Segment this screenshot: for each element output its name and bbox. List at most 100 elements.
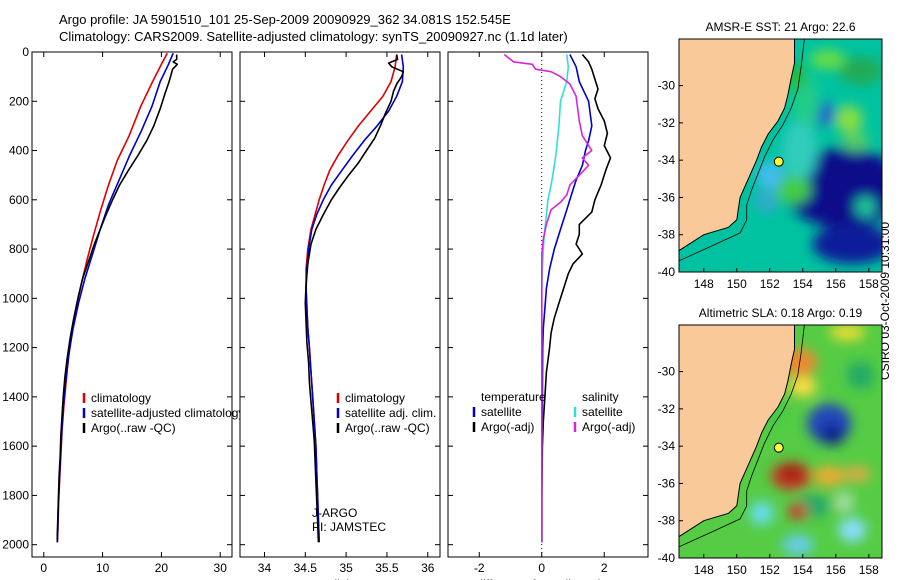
x-tick-label: 2 [601, 561, 608, 575]
x-axis-label: temperature [100, 577, 165, 580]
series-line-2 [56, 54, 179, 543]
x-tick-label: 0 [538, 561, 545, 575]
x-tick-label: 0 [40, 561, 47, 575]
map-y-tick-label: -30 [658, 79, 676, 93]
figure-title-line-1: Argo profile: JA 5901510_101 25-Sep-2009… [59, 12, 511, 27]
sla-shelf-contour [679, 325, 805, 548]
y-tick-label: 800 [9, 242, 29, 256]
sst-anomaly-9 [774, 175, 811, 204]
sal-legend-2-label: Argo(..raw -QC) [345, 421, 430, 435]
map-x-tick-label: 150 [727, 563, 747, 577]
sst-anomaly-6 [841, 131, 870, 152]
map-x-tick-label: 154 [793, 277, 813, 291]
sla-field [679, 325, 882, 558]
map-x-tick-label: 152 [760, 563, 780, 577]
sst-anomaly-3 [809, 49, 846, 70]
temp-legend-1-label: satellite-adjusted climatology [91, 406, 244, 420]
difference-panel: -2 0 2 difference from climatology temperatu… [447, 51, 649, 580]
map-x-tick-label: 158 [859, 277, 879, 291]
map-x-tick-label: 156 [826, 277, 846, 291]
map-y-tick-label: -40 [658, 265, 676, 279]
sla-anomaly-13 [846, 361, 875, 390]
series-line-2 [304, 54, 405, 543]
diff-legend-temp-satellite-label: satellite [481, 405, 522, 419]
sla-anomaly-16 [834, 492, 855, 513]
map-y-tick-label: -38 [658, 514, 676, 528]
jargo-annotation: J-ARGO [312, 506, 357, 520]
y-tick-label: 1000 [2, 291, 29, 305]
y-tick-label: 600 [9, 193, 29, 207]
sst-anomaly-2 [838, 56, 882, 85]
diff-legend-temp-argo-label: Argo(-adj) [481, 420, 534, 434]
sst-anomaly-5 [834, 105, 863, 134]
map-y-tick-label: -32 [658, 116, 676, 130]
x-tick-label: 36 [421, 561, 435, 575]
map-x-tick-label: 158 [859, 563, 879, 577]
sst-anomaly-13 [855, 196, 876, 217]
sla-anomaly-10 [781, 534, 814, 555]
x-tick-label: 35.5 [375, 561, 399, 575]
sst-map: 148 150 152 154 156 158 -30 -32 -34 -36 -38 -40 AMSR… [658, 20, 883, 291]
sla-float-marker [773, 442, 784, 453]
map-x-tick-label: 156 [826, 563, 846, 577]
map-x-tick-label: 150 [727, 277, 747, 291]
sst-float-marker [773, 156, 784, 167]
y-tick-label: 1800 [2, 488, 29, 502]
map-y-tick-label: -30 [658, 365, 676, 379]
map-y-tick-label: -36 [658, 476, 676, 490]
sst-land [679, 39, 795, 252]
x-tick-label: 30 [214, 561, 228, 575]
sla-anomaly-11 [838, 518, 867, 543]
plot-frame [447, 51, 649, 558]
sla-anomaly-3 [820, 424, 845, 445]
y-tick-label: 2000 [2, 538, 29, 552]
sst-anomaly-field [754, 49, 882, 265]
figure-title-line-2: Climatology: CARS2009. Satellite-adjuste… [59, 29, 568, 44]
sla-anomaly-6 [813, 465, 846, 486]
x-tick-label: 35 [339, 561, 353, 575]
series-line-3 [503, 53, 593, 543]
series-line-1 [541, 53, 612, 543]
sst-frame [678, 38, 883, 273]
x-axis-label: difference from climatology [476, 577, 619, 580]
map-x-tick-label: 154 [793, 563, 813, 577]
sst-anomaly-10 [755, 161, 784, 190]
sla-frame [678, 324, 883, 559]
sla-land [679, 325, 795, 538]
sst-title: AMSR-E SST: 21 Argo: 22.6 [705, 20, 855, 34]
y-tick-label: 400 [9, 144, 29, 158]
sla-title: Altimetric SLA: 0.18 Argo: 0.19 [699, 306, 863, 320]
sla-anomaly-12 [787, 503, 808, 520]
map-y-tick-label: -34 [658, 153, 676, 167]
sst-field [679, 39, 882, 272]
map-y-tick-label: -40 [658, 551, 676, 565]
plot-frame [31, 51, 233, 558]
sla-anomaly-5 [781, 464, 802, 481]
x-tick-label: 20 [155, 561, 169, 575]
plot-frame [239, 51, 441, 558]
map-x-tick-label: 148 [694, 277, 714, 291]
sst-anomaly-8 [781, 120, 818, 181]
y-tick-label: 1400 [2, 390, 29, 404]
sst-anomaly-1 [812, 224, 882, 265]
map-x-tick-label: 148 [694, 563, 714, 577]
diff-legend-sal-satellite-label: satellite [582, 405, 623, 419]
x-tick-label: 10 [96, 561, 110, 575]
y-tick-label: 1600 [2, 439, 29, 453]
y-tick-label: 1200 [2, 341, 29, 355]
salinity-panel: 34 34.5 35 35.5 36 salinity climatologysatelli… [239, 51, 441, 580]
map-y-tick-label: -38 [658, 228, 676, 242]
y-tick-label: 0 [22, 45, 29, 59]
map-x-tick-label: 152 [760, 277, 780, 291]
x-tick-label: 34.5 [294, 561, 318, 575]
map-y-tick-label: -32 [658, 402, 676, 416]
sal-legend-0-label: climatology [345, 391, 405, 405]
pi-annotation: PI: JAMSTEC [312, 520, 386, 534]
sla-map: 148 150 152 154 156 158 -30 -32 -34 -36 -38 -40 Alti… [658, 306, 883, 577]
sst-anomaly-11 [754, 189, 779, 214]
y-tick-label: 200 [9, 94, 29, 108]
sla-anomaly-9 [749, 501, 774, 526]
sal-legend-1-label: satellite adj. clim. [345, 406, 436, 420]
x-tick-label: 34 [258, 561, 272, 575]
sst-shelf-contour [679, 39, 805, 262]
